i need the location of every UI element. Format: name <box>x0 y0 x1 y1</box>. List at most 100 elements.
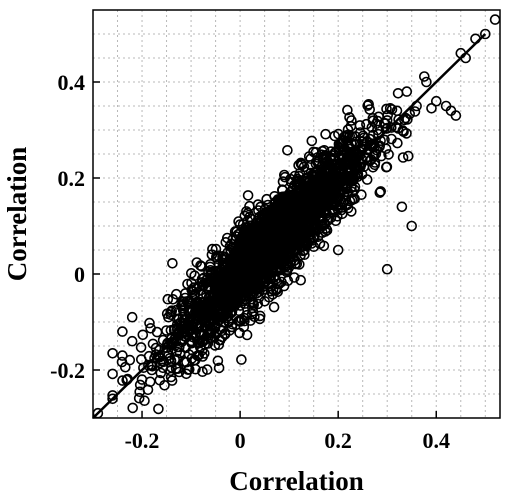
data-point <box>254 313 266 325</box>
data-point <box>208 272 220 283</box>
data-point <box>120 361 131 373</box>
data-point <box>167 293 179 305</box>
data-point <box>117 326 128 337</box>
data-point <box>251 271 262 283</box>
data-point <box>261 242 272 254</box>
data-point <box>153 403 164 415</box>
data-point <box>201 364 213 375</box>
data-point <box>234 327 245 339</box>
data-point <box>282 145 293 156</box>
data-point <box>315 198 327 210</box>
reference-line <box>92 33 487 419</box>
data-point <box>362 100 374 111</box>
data-point <box>342 104 353 116</box>
data-point <box>333 191 345 203</box>
data-point <box>398 126 409 137</box>
data-point <box>186 353 198 364</box>
data-point <box>213 362 225 374</box>
data-point <box>193 281 205 292</box>
data-point <box>328 205 339 216</box>
axis-ticks <box>93 81 438 418</box>
data-point <box>361 174 373 185</box>
data-point <box>197 351 208 362</box>
data-point <box>303 176 314 188</box>
data-point <box>233 280 244 291</box>
data-point <box>159 379 170 391</box>
data-point <box>139 395 150 407</box>
data-point <box>171 313 183 325</box>
data-point <box>397 152 409 163</box>
plot-frame <box>92 9 501 419</box>
data-point <box>193 337 205 349</box>
data-point <box>283 189 294 200</box>
data-point <box>243 220 255 232</box>
data-point <box>288 272 300 283</box>
data-point <box>242 226 253 237</box>
data-point <box>107 347 118 359</box>
data-point <box>272 286 284 298</box>
data-point <box>107 393 118 405</box>
data-point <box>333 166 344 177</box>
data-point <box>342 202 354 214</box>
data-point <box>134 379 146 391</box>
data-point <box>268 301 280 313</box>
data-point <box>203 306 214 318</box>
data-point <box>135 342 147 353</box>
data-point <box>341 183 352 195</box>
data-point <box>191 320 203 332</box>
data-point <box>310 158 322 170</box>
data-point <box>239 315 250 327</box>
data-point <box>231 226 242 237</box>
data-point <box>270 223 281 234</box>
data-point <box>285 230 297 241</box>
data-point <box>383 149 394 160</box>
data-point <box>107 368 118 380</box>
data-point <box>146 364 158 376</box>
data-point <box>273 246 284 258</box>
data-point <box>117 375 128 386</box>
data-point <box>162 293 174 305</box>
data-point <box>315 175 327 187</box>
data-point <box>285 177 297 188</box>
data-point <box>174 347 186 359</box>
data-point <box>381 103 392 115</box>
data-point <box>346 194 358 206</box>
data-point <box>375 186 387 197</box>
data-point <box>372 124 383 136</box>
data-point <box>236 247 248 258</box>
data-point <box>320 128 331 140</box>
data-point <box>156 355 168 367</box>
data-point <box>319 226 331 237</box>
data-point <box>244 200 255 212</box>
data-point <box>253 292 265 304</box>
data-point <box>264 252 275 264</box>
data-point <box>334 139 346 150</box>
data-point <box>210 265 222 277</box>
data-point <box>381 161 393 173</box>
y-axis-label: Correlation <box>2 147 32 281</box>
data-point <box>295 274 307 286</box>
data-point <box>402 150 414 162</box>
data-point <box>165 371 177 383</box>
data-point <box>318 173 330 184</box>
data-point <box>450 110 462 121</box>
data-point <box>406 220 418 232</box>
data-point <box>386 104 398 115</box>
data-point <box>216 288 228 300</box>
data-point <box>392 88 404 99</box>
data-point <box>350 155 362 166</box>
data-point <box>346 131 358 142</box>
data-point <box>402 114 413 125</box>
data-point <box>183 364 195 375</box>
data-point <box>216 272 227 284</box>
data-point <box>293 170 305 182</box>
data-point <box>202 324 213 336</box>
data-point <box>305 213 316 224</box>
data-point <box>144 317 155 329</box>
data-points <box>92 14 501 419</box>
data-point <box>137 329 149 341</box>
data-point <box>350 131 361 142</box>
data-point <box>245 297 256 308</box>
x-axis-label: Correlation <box>229 466 363 496</box>
